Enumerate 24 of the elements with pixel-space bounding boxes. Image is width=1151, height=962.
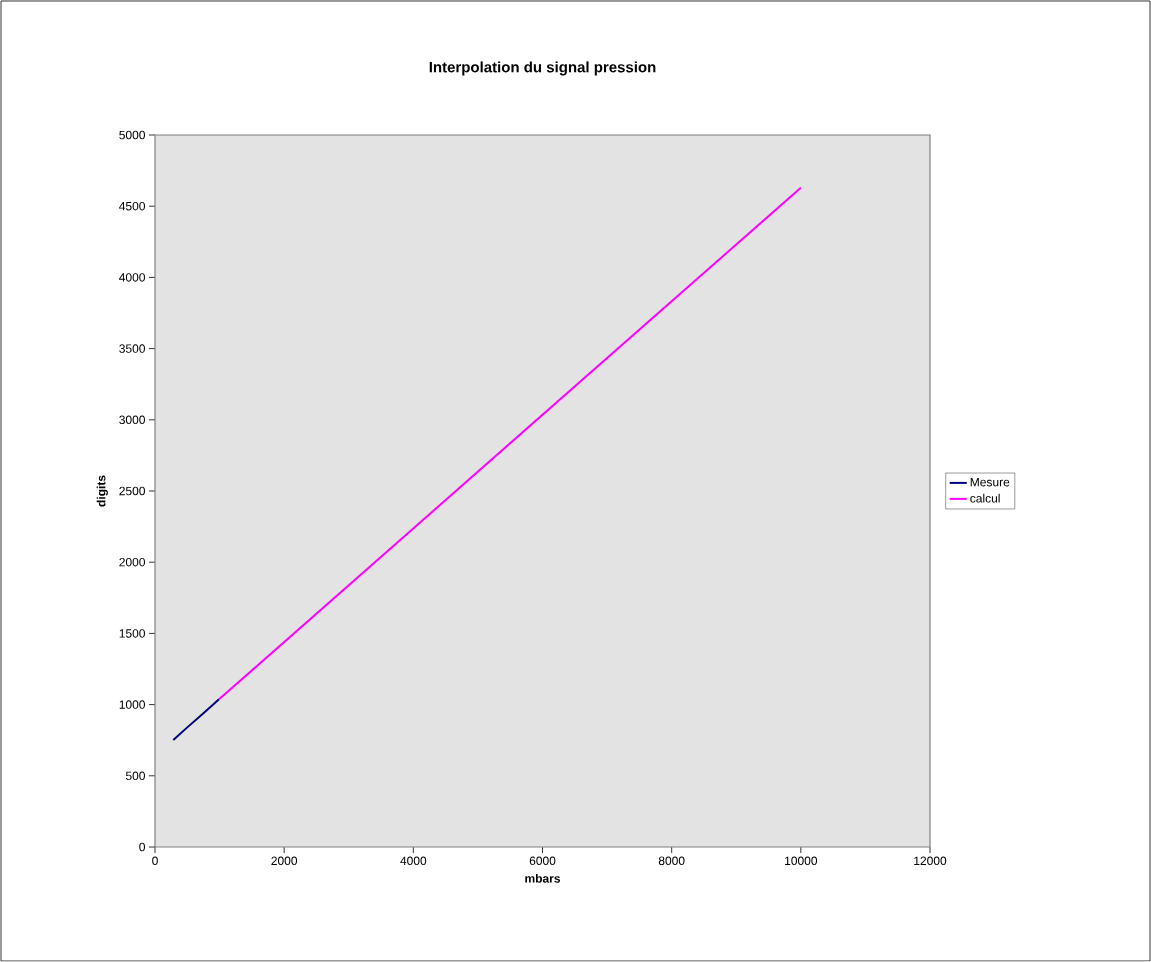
x-tick-label: 4000 [400,856,427,866]
x-tick-label: 0 [152,856,158,866]
line-series [172,698,221,742]
x-tick-label: 6000 [529,856,556,866]
x-tick-label: 12000 [914,856,947,866]
y-tick-label: 5000 [119,130,145,140]
y-tick-label: 2000 [119,557,145,567]
y-tick-label: 500 [125,771,145,781]
x-tick-label: 2000 [271,856,298,866]
y-tick-label: 2500 [119,486,145,496]
legend-label: calcul [970,493,1000,503]
y-tick-label: 3000 [119,415,145,425]
y-tick-label: 4000 [119,273,145,282]
y-axis-title: digits [96,475,108,507]
x-axis-title: mbars [525,873,561,883]
y-tick-label: 4500 [119,201,145,211]
y-tick-label: 0 [139,842,146,852]
y-tick-label: 1500 [119,629,145,638]
chart-title: Interpolation du signal pression [429,61,656,76]
legend-label: Mesure [970,478,1010,487]
x-tick-label: 10000 [785,856,818,866]
y-tick-label: 3500 [119,344,145,353]
x-tick-label: 8000 [658,856,685,866]
y-tick-label: 1000 [119,700,145,709]
